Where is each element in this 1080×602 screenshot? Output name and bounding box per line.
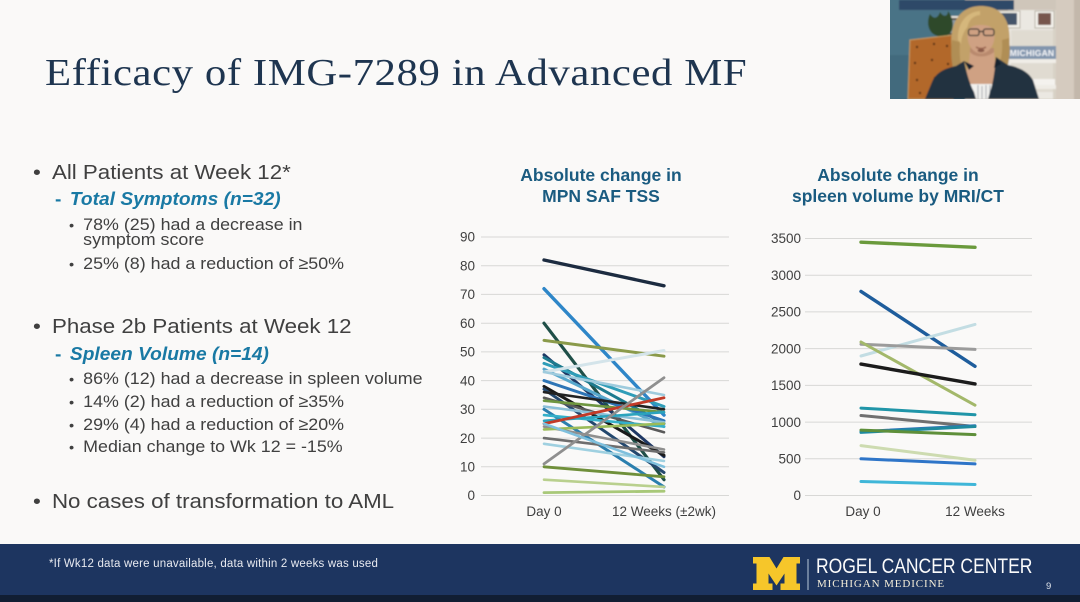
- svg-text:MPN SAF TSS: MPN SAF TSS: [542, 186, 660, 206]
- svg-text:2000: 2000: [771, 341, 801, 356]
- svg-text:0: 0: [467, 488, 475, 503]
- svg-text:50: 50: [460, 345, 475, 360]
- svg-text:Absolute change in: Absolute change in: [817, 165, 978, 185]
- svg-text:12 Weeks: 12 Weeks: [945, 504, 1005, 519]
- svg-text:1000: 1000: [771, 415, 801, 430]
- svg-text:10: 10: [460, 460, 475, 475]
- svg-text:90: 90: [460, 230, 475, 245]
- svg-text:40: 40: [460, 373, 475, 388]
- svg-text:Day 0: Day 0: [526, 504, 561, 519]
- svg-text:70: 70: [460, 287, 475, 302]
- svg-text:MICHIGAN: MICHIGAN: [1010, 48, 1055, 58]
- svg-text:spleen volume by MRI/CT: spleen volume by MRI/CT: [792, 186, 1004, 206]
- svg-text:80: 80: [460, 258, 475, 273]
- svg-text:500: 500: [778, 452, 801, 467]
- svg-text:20: 20: [460, 431, 475, 446]
- svg-text:0: 0: [793, 488, 801, 503]
- svg-text:3500: 3500: [771, 231, 801, 246]
- svg-text:Absolute change in: Absolute change in: [520, 165, 681, 185]
- svg-text:1500: 1500: [771, 378, 801, 393]
- svg-text:2500: 2500: [771, 305, 801, 320]
- svg-text:60: 60: [460, 316, 475, 331]
- svg-text:12 Weeks (±2wk): 12 Weeks (±2wk): [612, 504, 716, 519]
- svg-text:3000: 3000: [771, 268, 801, 283]
- svg-text:Day 0: Day 0: [845, 504, 880, 519]
- svg-text:30: 30: [460, 402, 475, 417]
